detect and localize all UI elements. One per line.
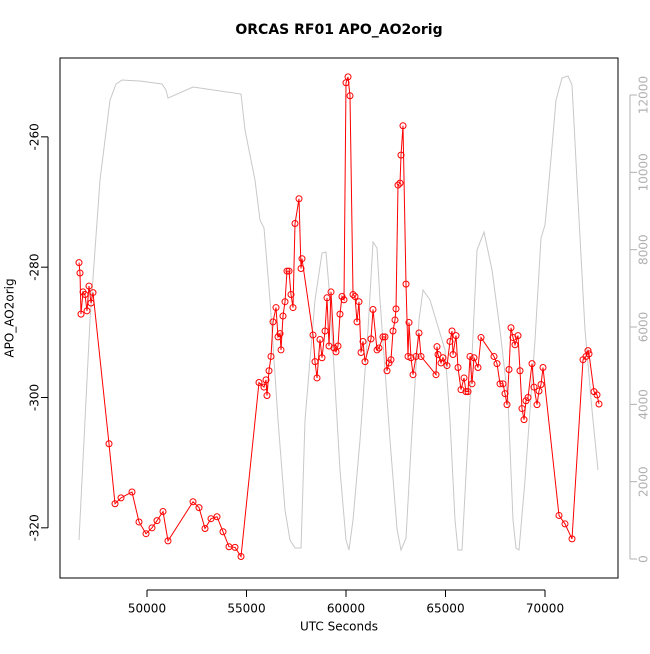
y2-tick-label: 8000 [637,234,650,265]
x-tick-label: 50000 [128,602,166,616]
x-axis-label: UTC Seconds [300,620,378,634]
y2-tick-label: 6000 [637,312,650,343]
y-tick-label: -320 [28,514,42,541]
y2-tick-label: 12000 [637,76,650,114]
y-tick-label: -300 [28,384,42,411]
y2-tick-label: 4000 [637,389,650,420]
y-axis-label: APO_AO2orig [3,278,17,357]
x-tick-label: 60000 [327,602,365,616]
chart-title: ORCAS RF01 APO_AO2orig [235,22,442,38]
plot-box [60,58,618,578]
x-tick-label: 70000 [526,602,564,616]
y-tick-label: -280 [28,254,42,281]
y-tick-label: -260 [28,123,42,150]
x-tick-label: 55000 [227,602,265,616]
y2-tick-label: 10000 [637,153,650,191]
series-line [79,76,598,550]
y2-tick-label: 0 [637,555,650,563]
y2-tick-label: 2000 [637,466,650,497]
x-tick-label: 65000 [426,602,464,616]
